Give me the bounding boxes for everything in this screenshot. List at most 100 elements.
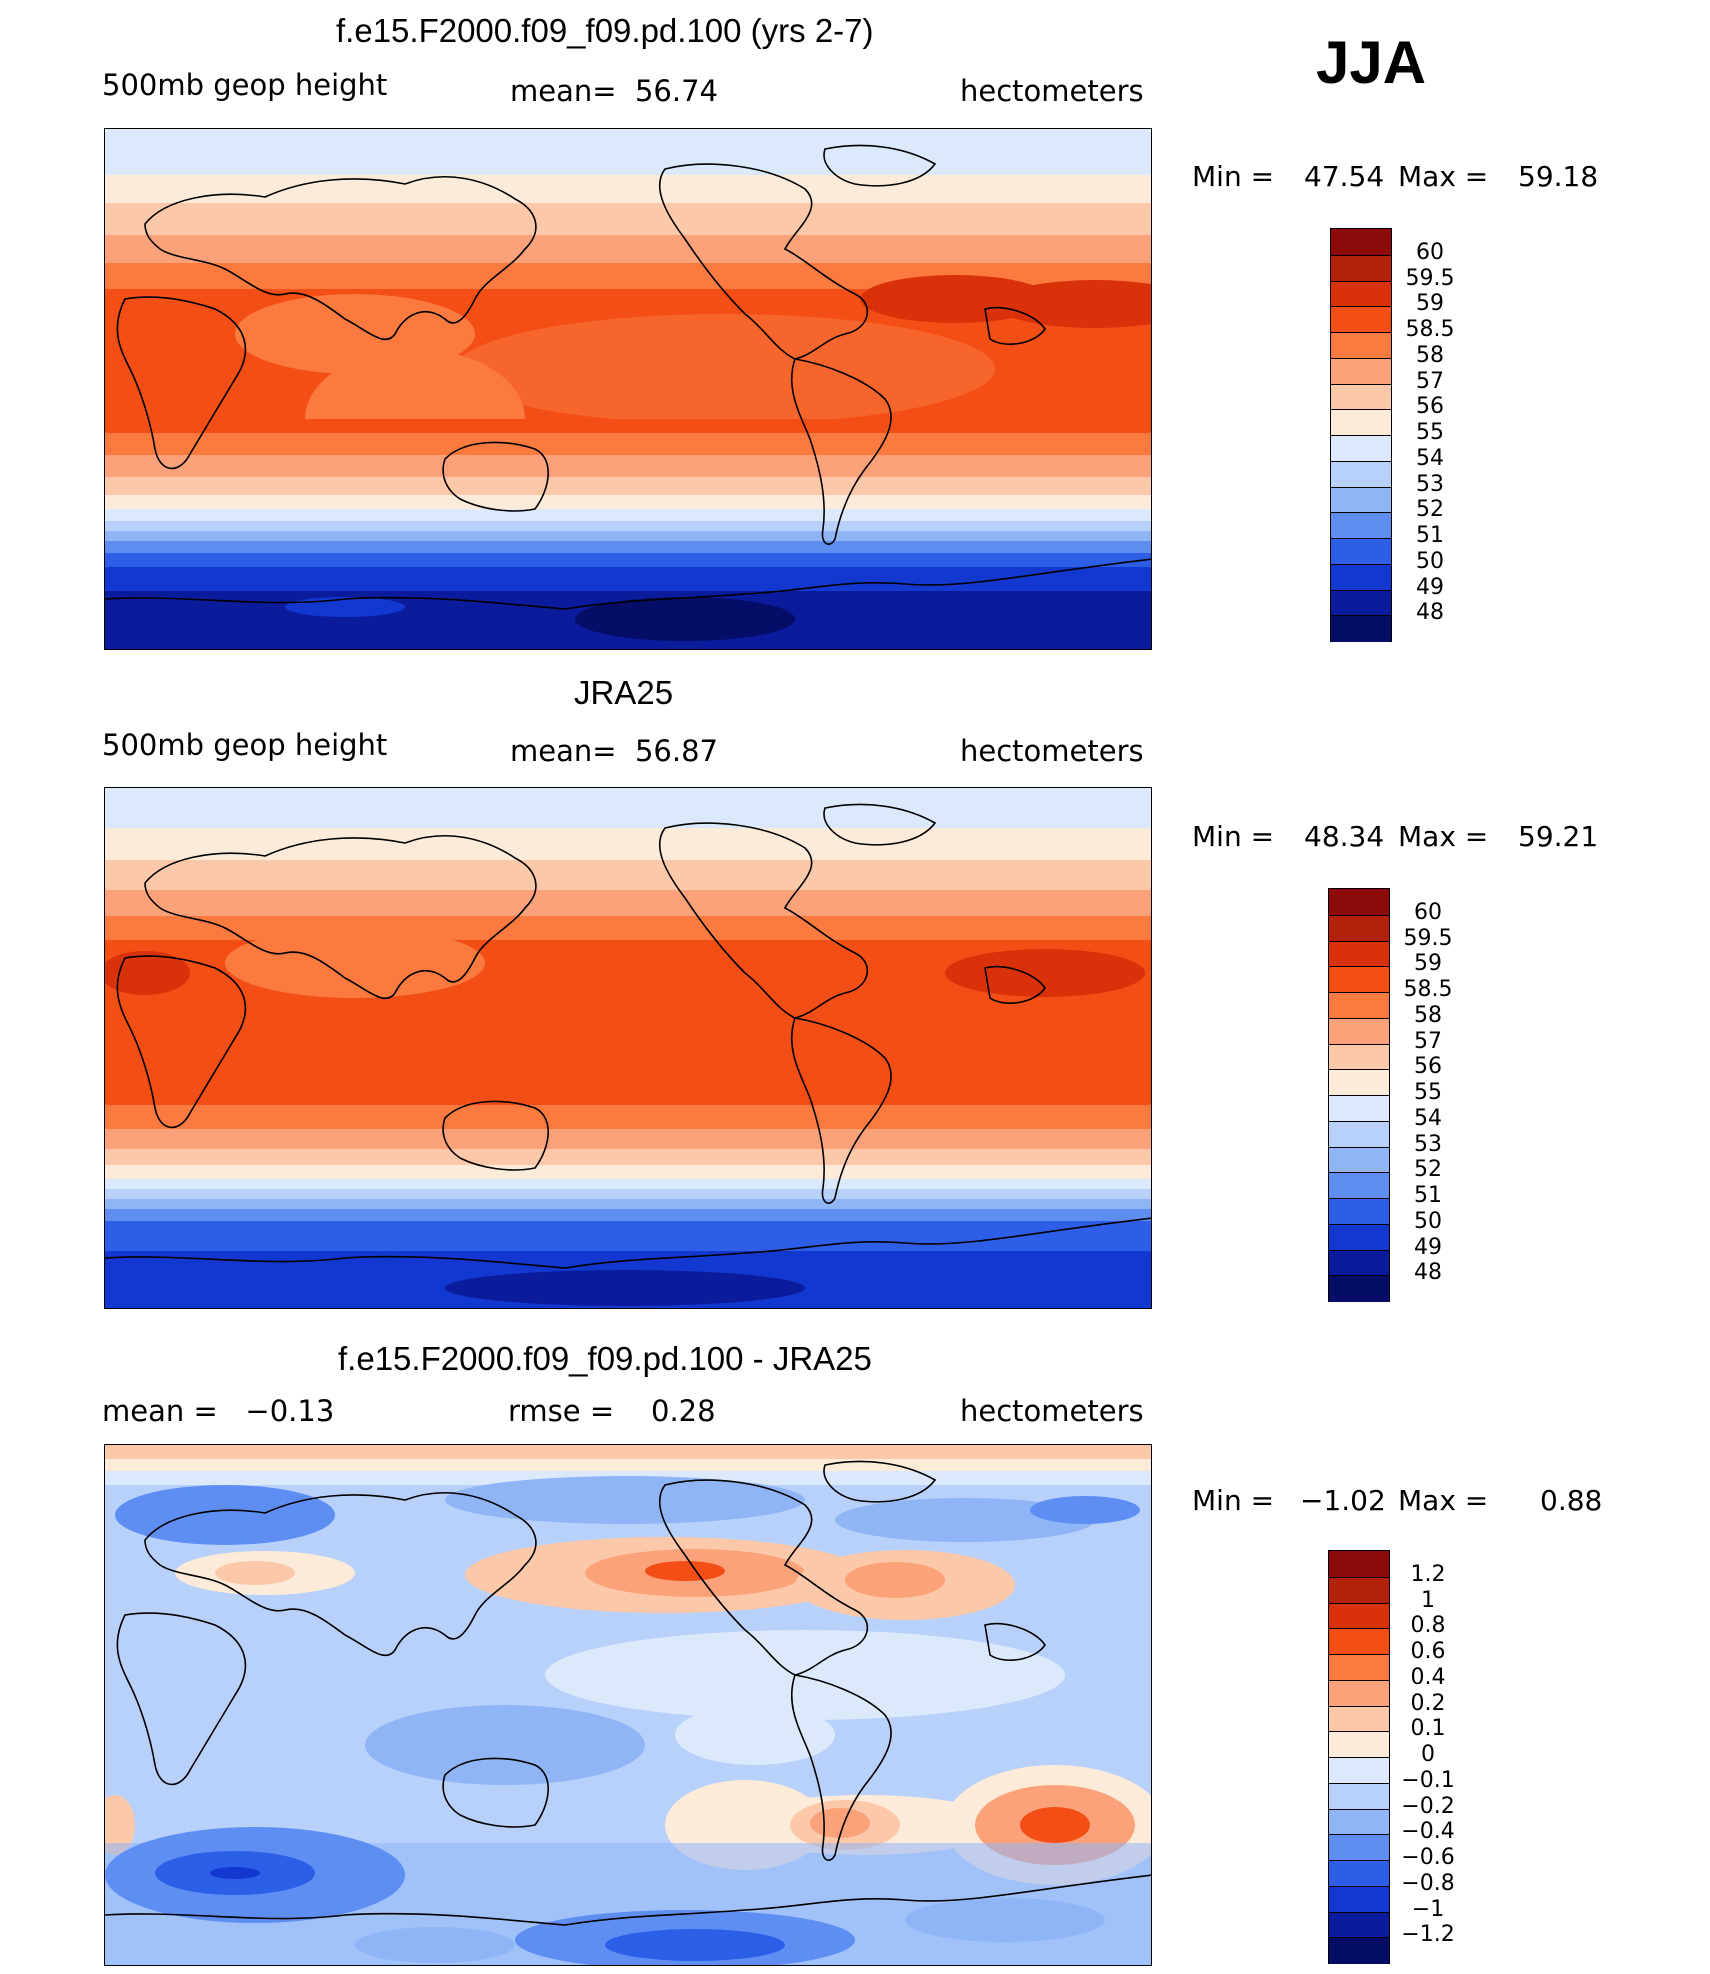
colorbar-swatch — [1331, 357, 1391, 385]
colorbar-swatch — [1329, 966, 1389, 993]
colorbar-swatch — [1331, 435, 1391, 462]
colorbar-tick-label: 50 — [1416, 548, 1444, 574]
colorbar-swatch — [1329, 1705, 1389, 1733]
panel-model-variable-label: 500mb geop height — [102, 68, 388, 102]
panel-diff-rmse-label: rmse = 0.28 — [508, 1394, 716, 1428]
colorbar-tick-label: 53 — [1416, 471, 1444, 497]
panel-model-map — [104, 128, 1152, 650]
colorbar-swatch — [1329, 1198, 1389, 1225]
colorbar-swatch — [1331, 563, 1391, 591]
colorbar-swatch — [1329, 1911, 1389, 1939]
colorbar-swatch — [1329, 1551, 1389, 1577]
colorbar-tick-label: 59.5 — [1403, 925, 1453, 951]
colorbar-tick-label: 56 — [1416, 394, 1444, 420]
panel-obs-title: JRA25 — [574, 674, 674, 711]
colorbar-swatch — [1329, 889, 1389, 915]
colorbar-swatch — [1329, 1885, 1389, 1913]
panel-diff-max-value: 0.88 — [1540, 1484, 1603, 1517]
colorbar-swatch — [1331, 306, 1391, 333]
colorbar-swatch — [1331, 615, 1391, 642]
colorbar-tick-label: 57 — [1416, 368, 1444, 394]
colorbar-tick-label: 58 — [1414, 1002, 1442, 1028]
colorbar-swatch — [1329, 1249, 1389, 1277]
colorbar-tick-label: 59.5 — [1405, 265, 1455, 291]
colorbar-swatch — [1329, 1860, 1389, 1887]
colorbar-swatch — [1329, 914, 1389, 942]
colorbar-tick-label: −0.4 — [1401, 1819, 1455, 1845]
panel-model-max-value: 59.18 — [1518, 160, 1599, 193]
colorbar-tick-label: 49 — [1414, 1234, 1442, 1260]
panel-diff-units-label: hectometers — [960, 1394, 1144, 1428]
colorbar-swatch — [1331, 254, 1391, 282]
colorbar-swatch — [1331, 512, 1391, 539]
colorbar-tick-label: 0 — [1421, 1742, 1435, 1767]
colorbar-swatch — [1329, 1782, 1389, 1810]
colorbar-tick-label: 50 — [1414, 1208, 1442, 1234]
colorbar-tick-label: 48 — [1414, 1260, 1442, 1286]
colorbar-tick-label: 55 — [1416, 420, 1444, 445]
colorbar-tick-label: 1.2 — [1410, 1561, 1446, 1587]
colorbar-swatch — [1331, 460, 1391, 488]
panel-obs-min-label: Min = — [1192, 820, 1275, 853]
colorbar-tick-label: 58 — [1416, 342, 1444, 368]
panel-model-mean-label: mean= 56.74 — [510, 74, 718, 108]
colorbar-swatch — [1329, 1576, 1389, 1604]
colorbar-swatch — [1329, 1043, 1389, 1071]
colorbar-swatch — [1331, 383, 1391, 411]
colorbar-tick-label: 58.5 — [1405, 317, 1455, 342]
colorbar-tick-label: 54 — [1416, 445, 1444, 471]
panel-obs-mean-label: mean= 56.87 — [510, 734, 718, 768]
colorbar-swatch — [1331, 589, 1391, 617]
colorbar-tick-label: 0.4 — [1410, 1664, 1446, 1690]
colorbar-tick-label: 48 — [1416, 600, 1444, 626]
panel-diff-title: f.e15.F2000.f09_f09.pd.100 - JRA25 — [338, 1340, 872, 1377]
colorbar-tick-label: 56 — [1414, 1054, 1442, 1080]
colorbar-tick-label: 49 — [1416, 574, 1444, 600]
colorbar-swatch — [1331, 332, 1391, 359]
colorbar-swatch — [1329, 1731, 1389, 1758]
season-label: JJA — [1316, 29, 1427, 96]
panel-diff-colorbar — [1328, 1550, 1390, 1964]
colorbar-swatch — [1329, 1937, 1389, 1964]
colorbar-tick-label: 0.1 — [1410, 1716, 1446, 1742]
colorbar-swatch — [1331, 486, 1391, 514]
panel-obs-max-label: Max = — [1398, 820, 1489, 853]
panel-model-title: f.e15.F2000.f09_f09.pd.100 (yrs 2-7) — [336, 12, 874, 49]
panel-obs-variable-label: 500mb geop height — [102, 728, 388, 762]
colorbar-tick-label: 0.8 — [1410, 1613, 1446, 1639]
colorbar-swatch — [1329, 1654, 1389, 1681]
colorbar-swatch — [1329, 1223, 1389, 1251]
colorbar-tick-label: 51 — [1416, 523, 1444, 548]
colorbar-tick-label: 1 — [1421, 1587, 1435, 1613]
colorbar-tick-label: −1.2 — [1401, 1922, 1455, 1948]
colorbar-tick-label: −0.6 — [1401, 1845, 1455, 1870]
colorbar-tick-label: 59 — [1414, 951, 1442, 977]
colorbar-swatch — [1329, 1275, 1389, 1302]
panel-obs-min-value: 48.34 — [1304, 820, 1385, 853]
colorbar-swatch — [1331, 409, 1391, 436]
colorbar-swatch — [1331, 538, 1391, 565]
colorbar-tick-label: 0.6 — [1410, 1639, 1446, 1664]
colorbar-tick-label: −1 — [1411, 1896, 1445, 1922]
colorbar-tick-label: 52 — [1416, 497, 1444, 523]
panel-model-max-label: Max = — [1398, 160, 1489, 193]
colorbar-swatch — [1329, 1834, 1389, 1861]
colorbar-tick-label: 0.2 — [1410, 1690, 1446, 1716]
colorbar-tick-label: −0.8 — [1401, 1870, 1455, 1896]
colorbar-swatch — [1331, 229, 1391, 255]
panel-model-units-label: hectometers — [960, 74, 1144, 108]
panel-model-min-value: 47.54 — [1304, 160, 1385, 193]
panel-obs-colorbar — [1328, 888, 1390, 1302]
panel-diff-mean-label: mean = −0.13 — [102, 1394, 335, 1428]
colorbar-tick-label: 51 — [1414, 1183, 1442, 1208]
colorbar-swatch — [1329, 992, 1389, 1019]
panel-diff-min-label: Min = — [1192, 1484, 1275, 1517]
colorbar-swatch — [1329, 1146, 1389, 1174]
colorbar-tick-label: 53 — [1414, 1131, 1442, 1157]
colorbar-swatch — [1329, 1679, 1389, 1707]
colorbar-swatch — [1329, 1602, 1389, 1630]
panel-diff-map — [104, 1444, 1152, 1966]
colorbar-swatch — [1329, 1808, 1389, 1836]
colorbar-swatch — [1329, 1017, 1389, 1045]
panel-model-min-label: Min = — [1192, 160, 1275, 193]
